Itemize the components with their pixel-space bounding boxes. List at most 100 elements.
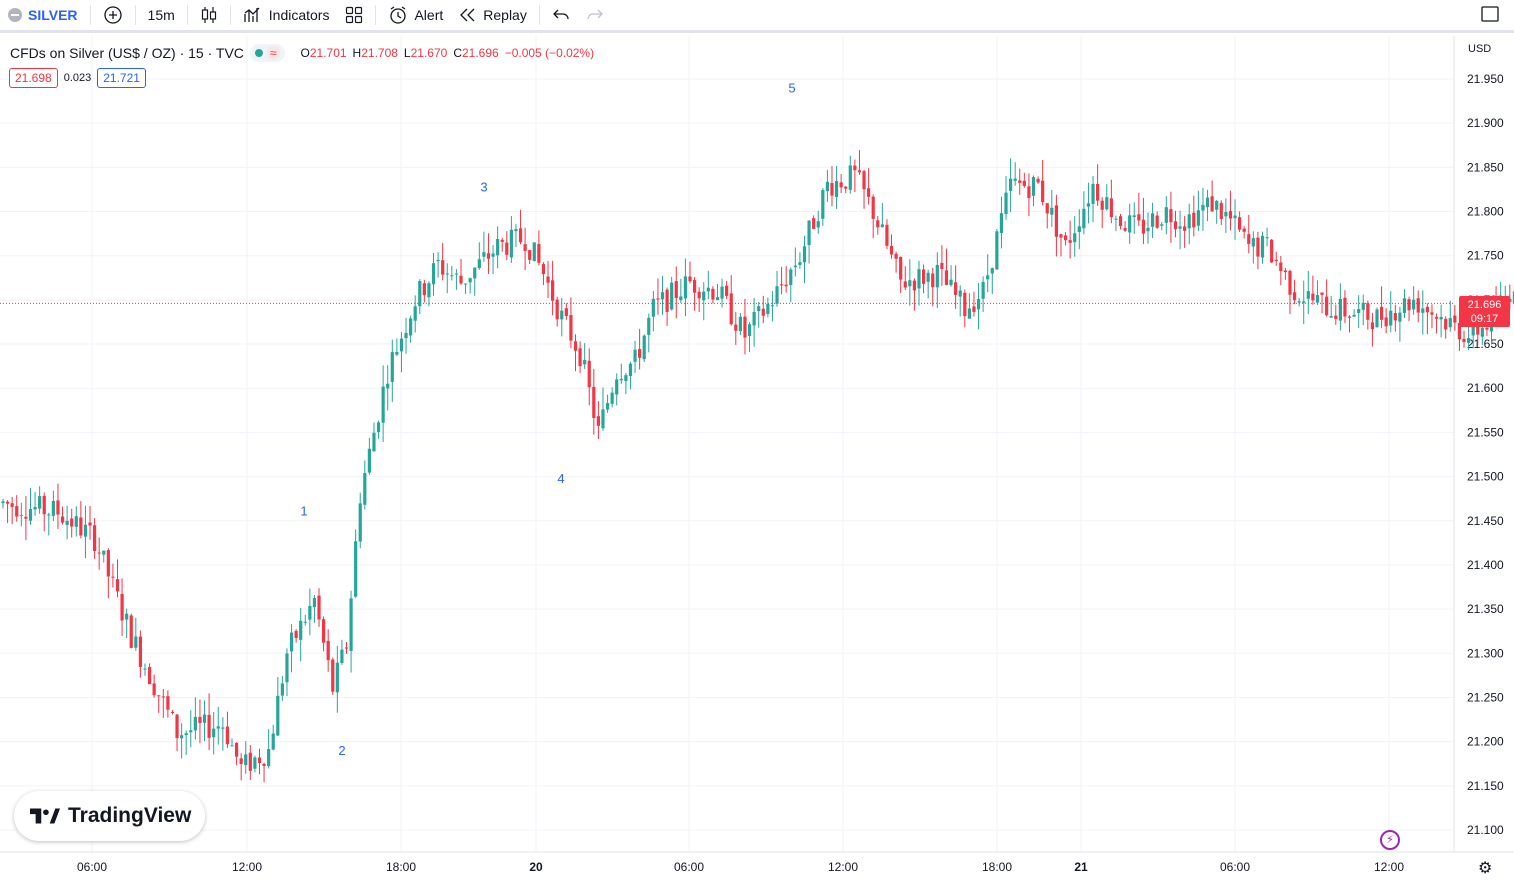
candle-down[interactable]: [743, 298, 747, 355]
candle-down[interactable]: [656, 278, 660, 315]
candle-down[interactable]: [697, 287, 701, 313]
candle-up[interactable]: [990, 267, 994, 295]
candle-up[interactable]: [1215, 200, 1219, 224]
candle-down[interactable]: [322, 616, 326, 652]
candle-down[interactable]: [152, 674, 156, 698]
candle-up[interactable]: [431, 253, 436, 296]
candle-down[interactable]: [564, 303, 568, 320]
candle-up[interactable]: [33, 492, 37, 516]
candle-down[interactable]: [1054, 194, 1058, 257]
candle-down[interactable]: [1279, 255, 1283, 286]
candle-up[interactable]: [1146, 212, 1150, 244]
candle-down[interactable]: [899, 256, 903, 293]
candle-up[interactable]: [660, 276, 665, 315]
candle-down[interactable]: [42, 492, 46, 532]
candle-up[interactable]: [816, 210, 820, 234]
candle-up[interactable]: [312, 595, 317, 623]
candle-down[interactable]: [862, 169, 866, 209]
candle-up[interactable]: [253, 755, 257, 773]
candle-down[interactable]: [528, 249, 532, 264]
candle-down[interactable]: [674, 266, 678, 319]
candle-up[interactable]: [706, 270, 710, 300]
candle-down[interactable]: [1173, 210, 1178, 238]
candle-up[interactable]: [1467, 325, 1471, 351]
candle-down[interactable]: [518, 209, 523, 245]
candle-up[interactable]: [1306, 270, 1310, 315]
candle-up[interactable]: [280, 675, 284, 701]
candle-up[interactable]: [1050, 189, 1054, 228]
candle-down[interactable]: [578, 341, 582, 374]
candle-up[interactable]: [418, 279, 422, 314]
candle-down[interactable]: [573, 334, 578, 372]
candle-up[interactable]: [642, 334, 646, 362]
candle-down[interactable]: [1228, 190, 1233, 231]
candle-up[interactable]: [1375, 307, 1379, 328]
candle-down[interactable]: [1219, 200, 1223, 225]
candle-up[interactable]: [1329, 295, 1333, 318]
candle-down[interactable]: [734, 311, 738, 345]
candle-up[interactable]: [1361, 294, 1365, 326]
candle-up[interactable]: [367, 437, 371, 475]
candle-up[interactable]: [1251, 231, 1255, 264]
candle-down[interactable]: [1274, 251, 1278, 266]
candle-up[interactable]: [995, 228, 999, 270]
candle-down[interactable]: [1109, 179, 1113, 224]
candle-down[interactable]: [1325, 279, 1329, 317]
candle-up[interactable]: [908, 259, 912, 306]
candle-up[interactable]: [340, 639, 344, 665]
candle-down[interactable]: [1393, 304, 1397, 332]
indicators-button[interactable]: Indicators: [235, 1, 338, 29]
candle-down[interactable]: [93, 518, 97, 559]
candle-down[interactable]: [1320, 292, 1324, 314]
candle-down[interactable]: [903, 266, 907, 291]
candle-down[interactable]: [523, 227, 527, 271]
candle-up[interactable]: [390, 339, 394, 403]
candle-up[interactable]: [189, 710, 193, 748]
candle-up[interactable]: [299, 607, 303, 662]
candle-up[interactable]: [1352, 309, 1356, 318]
candle-up[interactable]: [1302, 280, 1306, 324]
candle-down[interactable]: [1247, 214, 1251, 254]
chart-pane[interactable]: USD21.95021.90021.85021.80021.75021.7002…: [0, 36, 1514, 884]
candle-down[interactable]: [780, 266, 784, 295]
candle-up[interactable]: [349, 590, 353, 673]
candle-up[interactable]: [999, 196, 1004, 249]
candle-up[interactable]: [1009, 158, 1013, 213]
candle-up[interactable]: [1132, 202, 1136, 234]
candle-down[interactable]: [555, 296, 559, 327]
candle-up[interactable]: [436, 252, 440, 278]
candle-down[interactable]: [1462, 330, 1466, 348]
candle-up[interactable]: [926, 269, 930, 299]
candle-up[interactable]: [427, 280, 431, 307]
candle-down[interactable]: [1192, 195, 1196, 237]
candle-down[interactable]: [166, 690, 170, 718]
candle-up[interactable]: [363, 460, 367, 510]
redo-button[interactable]: [578, 1, 612, 29]
candle-up[interactable]: [395, 338, 399, 357]
candle-down[interactable]: [1210, 180, 1214, 212]
candle-down[interactable]: [1036, 176, 1040, 184]
candle-up[interactable]: [491, 245, 495, 275]
candle-down[interactable]: [1292, 279, 1297, 305]
candle-down[interactable]: [60, 506, 65, 525]
candle-up[interactable]: [917, 260, 921, 306]
candle-down[interactable]: [1366, 300, 1370, 330]
wave-label-2[interactable]: 2: [338, 743, 345, 758]
candle-up[interactable]: [679, 278, 683, 304]
candle-up[interactable]: [404, 317, 408, 354]
candle-down[interactable]: [15, 495, 19, 522]
candle-down[interactable]: [889, 234, 894, 259]
candle-up[interactable]: [1205, 189, 1210, 222]
candle-up[interactable]: [1439, 304, 1443, 338]
candle-up[interactable]: [216, 706, 220, 745]
candle-up[interactable]: [775, 270, 779, 307]
candle-up[interactable]: [335, 646, 339, 713]
candle-down[interactable]: [56, 483, 60, 529]
candle-down[interactable]: [106, 548, 110, 599]
candle-up[interactable]: [1187, 203, 1191, 245]
candle-up[interactable]: [358, 492, 362, 549]
candle-up[interactable]: [834, 165, 839, 209]
candle-down[interactable]: [761, 295, 765, 324]
candle-up[interactable]: [1412, 286, 1416, 315]
wave-label-5[interactable]: 5: [788, 80, 795, 95]
